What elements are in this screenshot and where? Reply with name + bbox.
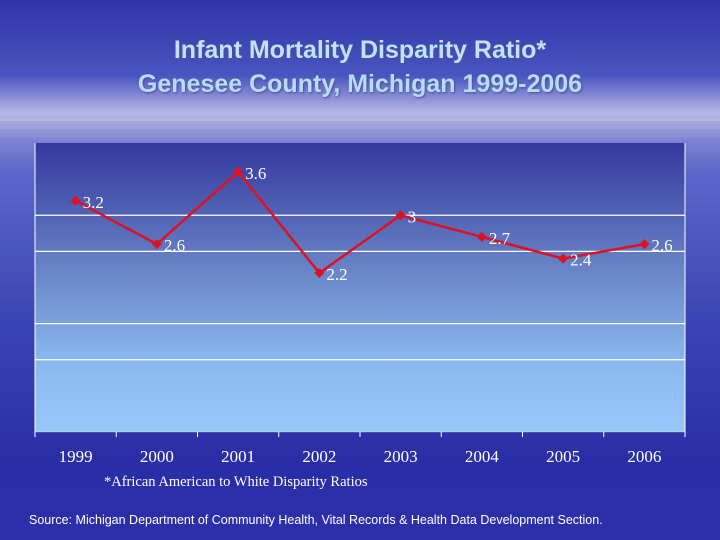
series-line xyxy=(75,170,645,275)
plot-area xyxy=(35,143,685,432)
data-point-marker xyxy=(151,239,162,250)
data-label: 2.7 xyxy=(489,229,511,248)
data-point-marker xyxy=(395,210,406,221)
chart-title: Infant Mortality Disparity Ratio* xyxy=(173,36,547,64)
data-point-marker xyxy=(314,268,325,279)
data-point-marker xyxy=(233,166,244,177)
data-label: 2.2 xyxy=(326,265,347,284)
x-tick-label: 2000 xyxy=(140,447,174,466)
data-label: 2.6 xyxy=(651,236,672,255)
x-tick-label: 2004 xyxy=(465,447,500,466)
data-point-marker xyxy=(476,231,487,242)
footnote: *African American to White Disparity Rat… xyxy=(104,474,368,490)
x-tick-label: 2005 xyxy=(546,447,580,466)
data-label: 3.6 xyxy=(245,164,266,183)
data-label: 2.4 xyxy=(570,251,592,270)
chart-subtitle: Genesee County, Michigan 1999-2006 xyxy=(137,70,583,98)
data-label: 3.2 xyxy=(83,193,104,212)
x-tick-label: 2002 xyxy=(302,447,336,466)
x-tick-label: 1999 xyxy=(59,447,93,466)
data-point-marker xyxy=(70,195,81,206)
x-tick-label: 2003 xyxy=(384,447,418,466)
x-tick-label: 2006 xyxy=(627,447,661,466)
x-tick-label: 2001 xyxy=(221,447,255,466)
data-label: 3 xyxy=(408,207,417,226)
data-point-marker xyxy=(639,239,650,250)
data-label: 2.6 xyxy=(164,236,185,255)
data-point-marker xyxy=(558,253,569,264)
source-note: Source: Michigan Department of Community… xyxy=(29,513,603,527)
